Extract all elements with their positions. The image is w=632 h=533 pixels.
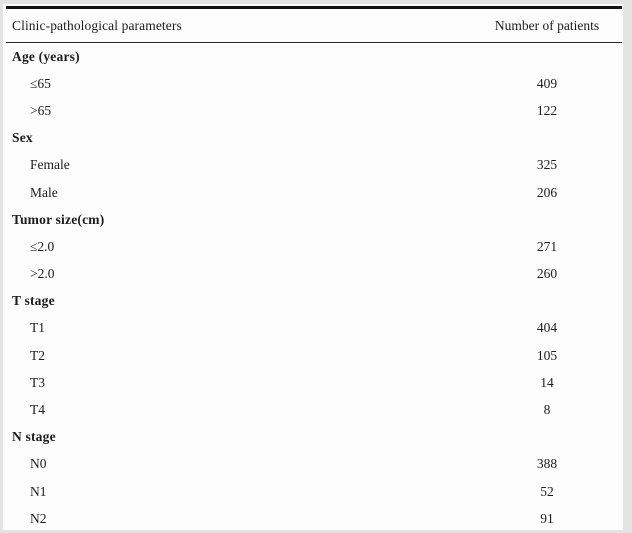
parameter-label: >2.0 [30, 266, 55, 282]
parameter-label: N1 [30, 483, 47, 499]
table-header-row: Clinic-pathological parameters Number of… [6, 9, 622, 42]
table-row: >65 122 [6, 97, 622, 124]
table-row: T1 404 [6, 315, 622, 342]
patient-count: 325 [536, 157, 558, 173]
parameter-label: N2 [30, 510, 47, 526]
table-row: N2 91 [6, 505, 622, 530]
table-row: Female 325 [6, 152, 622, 179]
parameter-label: T3 [30, 374, 45, 390]
column-header-parameters: Clinic-pathological parameters [12, 17, 182, 33]
section-label: T stage [12, 293, 55, 309]
patient-count: 409 [536, 75, 558, 91]
patient-count: 91 [540, 510, 554, 526]
patient-count: 260 [536, 266, 558, 282]
patient-count: 14 [540, 374, 554, 390]
patient-count: 122 [536, 102, 558, 118]
table-row: T2 105 [6, 342, 622, 369]
table-section-row: Age (years) [6, 43, 622, 70]
table-header-rule [6, 42, 622, 43]
table-row: ≤65 409 [6, 70, 622, 97]
parameter-label: T1 [30, 320, 45, 336]
paper-sheet: Clinic-pathological parameters Number of… [3, 4, 623, 530]
patient-count: 52 [540, 483, 554, 499]
parameter-label: N0 [30, 456, 47, 472]
table-section-row: Sex [6, 125, 622, 152]
patient-count: 8 [543, 402, 551, 418]
table-section-row: Tumor size(cm) [6, 206, 622, 233]
section-label: N stage [12, 429, 56, 445]
patient-count: 388 [536, 456, 558, 472]
patient-count: 404 [536, 320, 558, 336]
table-row: T4 8 [6, 396, 622, 423]
table-section-row: T stage [6, 288, 622, 315]
parameter-label: Female [30, 157, 70, 173]
column-header-number-of-patients: Number of patients [494, 17, 600, 33]
section-label: Tumor size(cm) [12, 211, 105, 227]
parameter-label: >65 [30, 102, 52, 118]
table-row: T3 14 [6, 369, 622, 396]
clinical-parameters-table: Clinic-pathological parameters Number of… [6, 6, 622, 530]
table-row: N0 388 [6, 451, 622, 478]
parameter-label: ≤65 [30, 75, 51, 91]
parameter-label: ≤2.0 [30, 238, 55, 254]
parameter-label: Male [30, 184, 58, 200]
table-section-row: N stage [6, 424, 622, 451]
table-top-rule [6, 6, 622, 9]
table-row: >2.0 260 [6, 261, 622, 288]
table-row: ≤2.0 271 [6, 233, 622, 260]
table-row: N1 52 [6, 478, 622, 505]
section-label: Age (years) [12, 48, 80, 64]
patient-count: 206 [536, 184, 558, 200]
parameter-label: T4 [30, 402, 45, 418]
table-row: Male 206 [6, 179, 622, 206]
patient-count: 105 [536, 347, 558, 363]
table-body: Age (years) ≤65 409 >65 122 Sex Female 325 Male 2… [6, 43, 622, 530]
patient-count: 271 [536, 238, 558, 254]
parameter-label: T2 [30, 347, 45, 363]
section-label: Sex [12, 130, 33, 146]
